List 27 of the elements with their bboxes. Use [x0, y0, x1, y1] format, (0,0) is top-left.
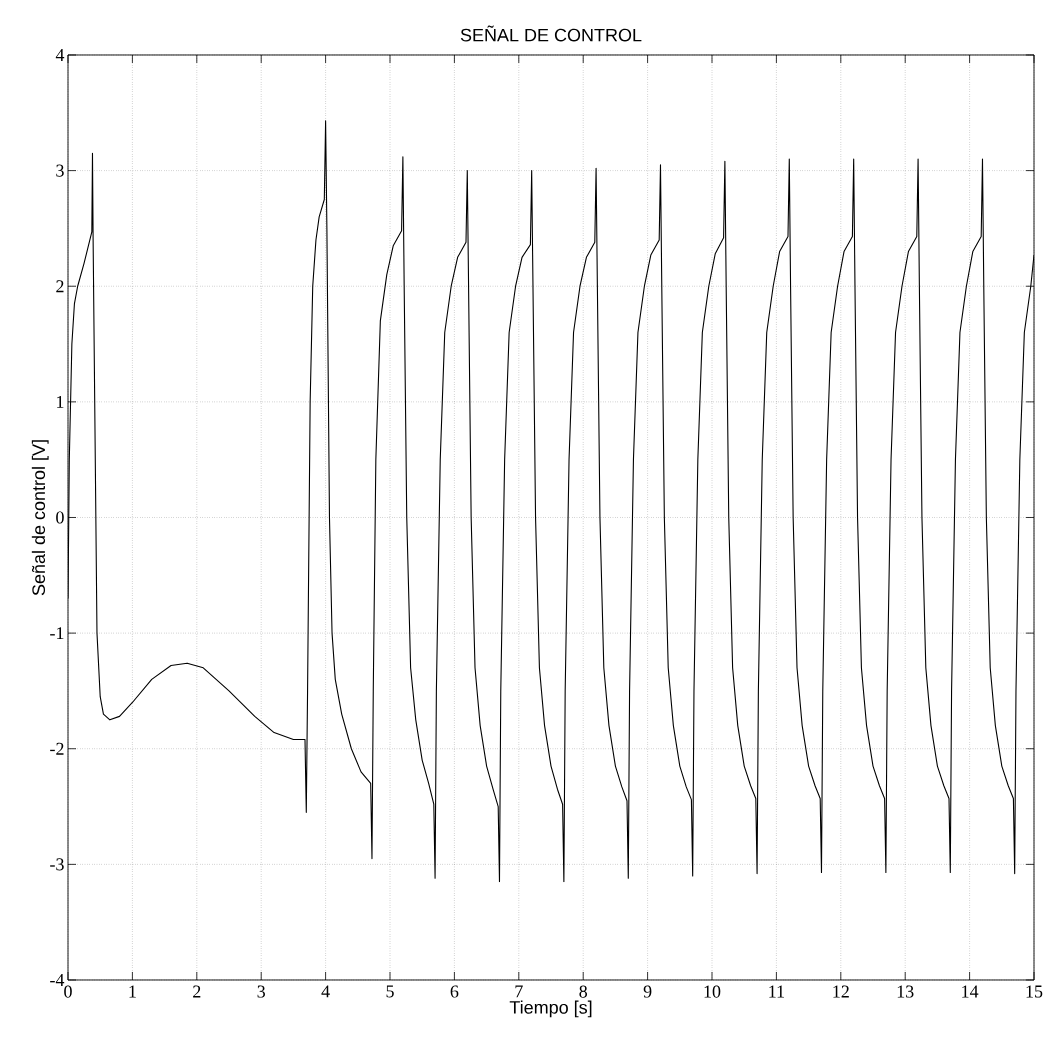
y-axis-title: Señal de control [V]: [31, 440, 49, 596]
y-tick-label: -2: [50, 742, 64, 755]
chart-title: SEÑAL DE CONTROL: [460, 25, 642, 42]
x-tick-label: 12: [833, 985, 849, 998]
x-axis-title: Tiempo [s]: [509, 1000, 592, 1018]
x-tick-label: 15: [1026, 985, 1043, 998]
y-tick-label: 1: [57, 395, 64, 408]
x-tick-label: 9: [643, 985, 652, 998]
x-tick-label: 3: [257, 985, 265, 998]
x-tick-label: 6: [450, 985, 459, 998]
y-tick-label: -3: [50, 858, 64, 871]
y-tick-label: 2: [56, 280, 64, 293]
x-tick-label: 4: [321, 985, 330, 998]
y-tick-label: 3: [56, 164, 64, 177]
x-tick-label: 11: [769, 985, 784, 998]
x-tick-label: 1: [129, 985, 136, 998]
x-tick-label: 7: [515, 985, 523, 998]
y-tick-label: -1: [50, 627, 64, 640]
x-tick-label: 2: [193, 985, 201, 998]
x-tick-label: 10: [704, 985, 721, 998]
y-tick-label: 0: [56, 511, 64, 524]
x-tick-label: 8: [579, 985, 588, 998]
x-tick-label: 5: [386, 985, 394, 998]
x-tick-label: 13: [897, 985, 914, 998]
y-tick-label: 4: [55, 49, 65, 61]
y-tick-label: -4: [50, 974, 65, 986]
x-tick-label: 14: [962, 985, 979, 998]
